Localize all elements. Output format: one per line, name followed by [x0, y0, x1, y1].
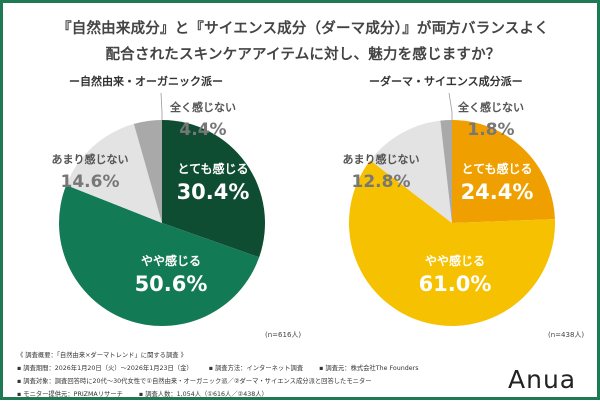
footer-summary: 《 調査概要：「自然由来×ダーマトレンド」に関する調査 》: [17, 352, 187, 359]
left-n-label: (n=616人): [265, 331, 302, 339]
leader-line: [448, 92, 453, 120]
slice-value: 24.4%: [461, 180, 534, 204]
slice-value: 61.0%: [419, 272, 492, 296]
leader-line: [160, 92, 163, 120]
slice-value: 4.4%: [179, 120, 226, 140]
pie-slice-1-1: [349, 160, 556, 326]
slice-label: とても感じる: [177, 161, 248, 176]
pie-slice-1-3: [440, 120, 452, 223]
slice-label: あまり感じない: [343, 152, 420, 166]
pie-slice-1-2: [370, 120, 452, 223]
slice-value: 1.8%: [467, 120, 514, 140]
pie-charts: とても感じる 30.4% やや感じる 50.6% あまり感じない 14.6% 全く感じない 4…: [52, 92, 556, 327]
footer-count: ▪ 調査人数：1,054人（①616人／②438人）: [138, 391, 268, 398]
footer-row-4: ▪ モニター提供元：PRIZMAリサーチ ▪ 調査人数：1,054人（①616人／…: [17, 389, 284, 398]
slice-value: 30.4%: [177, 180, 250, 204]
slice-label: あまり感じない: [52, 152, 129, 166]
slice-label: 全く感じない: [457, 100, 524, 114]
slice-label: やや感じる: [141, 253, 201, 268]
left-chart-title: ー自然由来・オーガニック派ー: [69, 75, 223, 88]
footer-period: ▪ 調査期間：2026年1月20日（火）～2026年1月23日（金）: [17, 365, 193, 372]
anua-logo: Anua: [508, 365, 577, 394]
pie-slice-0-0: [162, 120, 265, 258]
title-line-1: 『自然由来成分』と『サイエンス成分（ダーマ成分）』が両方バランスよく: [57, 21, 549, 37]
footer-row-2: ▪ 調査期間：2026年1月20日（火）～2026年1月23日（金） ▪ 調査方法…: [17, 363, 434, 372]
pie-slice-1-0: [452, 120, 555, 223]
right-chart-title: ーダーマ・サイエンス成分派ー: [369, 75, 523, 88]
pie-slice-0-1: [58, 185, 260, 327]
slice-label: とても感じる: [461, 161, 532, 176]
footer-method: ▪ 調査方法：インターネット調査: [208, 365, 304, 372]
title-line-2: 配合されたスキンケアアイテムに対し、魅力を感じますか？: [105, 47, 501, 63]
slice-value: 12.8%: [352, 172, 411, 192]
pie-slice-0-3: [133, 120, 162, 223]
footer-target: ▪ 調査対象：調査回答時に20代～30代女性で①自然由来・オーガニック派／②ダー…: [17, 378, 372, 385]
pie-slice-0-2: [66, 123, 162, 223]
slice-value: 14.6%: [61, 172, 120, 192]
footer-provider: ▪ モニター提供元：PRIZMAリサーチ: [17, 391, 123, 398]
footer-org: ▪ 調査元：株式会社The Founders: [319, 365, 419, 372]
slice-label: 全く感じない: [169, 100, 236, 114]
slice-label: やや感じる: [425, 253, 485, 268]
slice-value: 50.6%: [135, 272, 208, 296]
right-n-label: (n=438人): [548, 331, 585, 339]
